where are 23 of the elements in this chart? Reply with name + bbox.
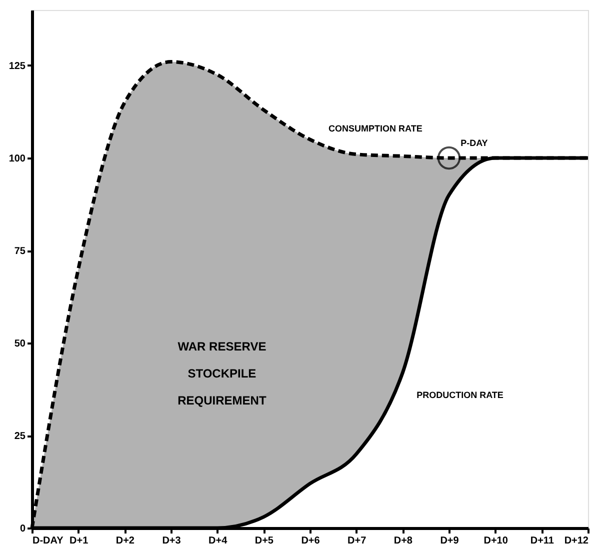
x-tick-label: D+2 (116, 536, 135, 546)
x-tick-label: D+4 (208, 536, 228, 546)
y-tick-label: 50 (14, 338, 26, 350)
annotation: WAR RESERVE STOCKPILE REQUIREMENT (178, 340, 267, 408)
x-tick-label: D+11 (530, 536, 554, 546)
x-tick-label: D+3 (162, 536, 182, 546)
y-tick-label: 125 (8, 61, 26, 72)
y-tick-label: 25 (14, 431, 26, 442)
x-tick-label: D-DAY (32, 536, 64, 546)
y-tick-label: 0 (20, 524, 26, 534)
x-tick-label: D+12 (564, 536, 589, 546)
y-tick-label: 100 (8, 154, 26, 164)
y-tick-label: 75 (14, 246, 26, 257)
x-tick-label: D+8 (394, 536, 413, 546)
x-tick-label: D+10 (484, 536, 508, 546)
x-tick-label: D+1 (70, 536, 89, 546)
series-label: CONSUMPTION RATE (328, 123, 422, 134)
x-tick-label: D+6 (301, 536, 320, 546)
x-tick-label: D+7 (348, 536, 367, 546)
x-tick-label: D+5 (254, 536, 274, 546)
x-tick-label: D+9 (440, 536, 460, 546)
annotation: P-DAY (460, 138, 488, 148)
text: PRODUCTION RATE (416, 390, 504, 400)
